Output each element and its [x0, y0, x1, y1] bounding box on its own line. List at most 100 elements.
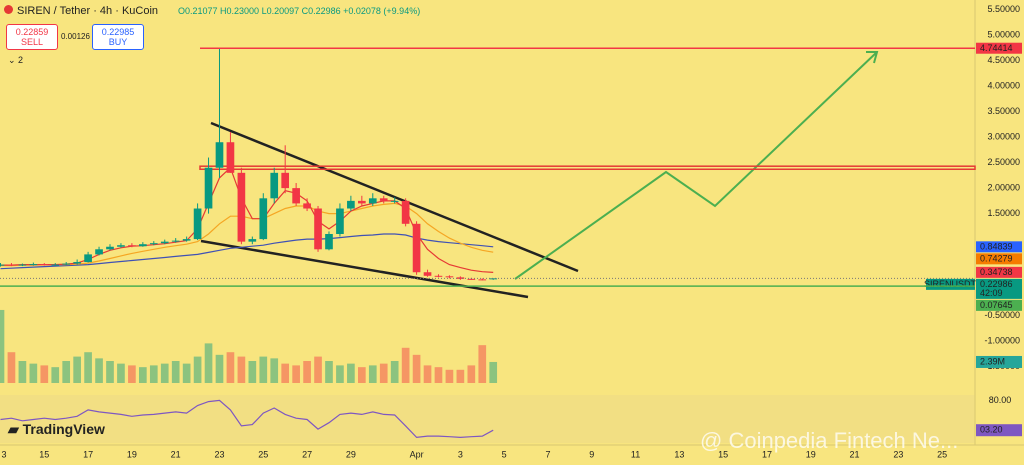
resistance-zone	[199, 165, 976, 171]
x-tick-label: 9	[589, 449, 594, 459]
rsi-tag-label: 03.20	[980, 425, 1003, 435]
volume-bar	[336, 365, 344, 383]
indicators-count: 2	[18, 55, 24, 65]
sell-price: 0.22859	[15, 27, 49, 37]
x-tick-label: 3	[1, 449, 6, 459]
volume-bar	[215, 354, 224, 383]
symbol-title: SIREN / Tether · 4h · KuCoin	[17, 5, 159, 17]
volume-bar	[489, 361, 498, 383]
volume-bar	[226, 352, 235, 383]
candle-body	[379, 198, 388, 201]
candle-body	[336, 208, 344, 234]
price-tag-label: 0.07645	[980, 300, 1013, 310]
volume-bar	[270, 358, 279, 383]
candle-body	[226, 142, 235, 173]
x-tick-label: 15	[39, 449, 49, 459]
tv-logo: ▰ TradingView	[8, 421, 105, 437]
candle-body	[117, 245, 125, 247]
buy-label: BUY	[108, 37, 128, 47]
candle-body	[29, 264, 38, 266]
candle-body	[95, 249, 103, 255]
x-tick-label: 21	[850, 449, 860, 459]
buy-button[interactable]: 0.22985 BUY	[92, 24, 144, 50]
candle-body	[303, 203, 311, 209]
volume-bar	[390, 361, 399, 383]
symbol-icon	[4, 4, 13, 15]
projection-path	[514, 51, 878, 280]
price-tag-label: 0.74279	[980, 254, 1013, 264]
candle-body	[182, 239, 191, 241]
price-tag-label: 4.74414	[980, 43, 1013, 53]
volume-bar	[171, 361, 180, 383]
price-tag	[976, 299, 1022, 311]
volume-bar	[412, 354, 421, 383]
volume-bar	[303, 361, 311, 383]
rsi-tag	[976, 424, 1022, 437]
rsi-band	[0, 395, 975, 443]
candle-body	[325, 234, 333, 250]
candle-body	[73, 262, 81, 264]
x-tick-label: 21	[171, 449, 181, 459]
x-tick-label: 25	[937, 449, 947, 459]
moving-average	[0, 233, 494, 270]
candle-body	[193, 208, 202, 240]
candle-body	[18, 264, 27, 266]
candle-body	[412, 223, 421, 273]
x-tick-label: 29	[346, 449, 356, 459]
volume-bar	[423, 365, 432, 383]
moving-average	[0, 202, 494, 267]
x-tick-label: 19	[127, 449, 137, 459]
x-tick-label: 7	[545, 449, 550, 459]
candle-body	[270, 172, 279, 199]
candle-body	[40, 264, 49, 266]
candle-body	[149, 243, 158, 245]
candle-body	[434, 275, 443, 277]
x-tick-label: Apr	[410, 449, 424, 459]
volume-bar	[357, 367, 366, 383]
y-tick-label: 5.50000	[987, 4, 1020, 14]
candle-body	[237, 172, 246, 242]
volume-bar	[347, 363, 355, 383]
candle-body	[445, 276, 454, 278]
trendline-upper	[210, 121, 579, 273]
candle-body	[390, 200, 399, 202]
y-tick-label: 5.00000	[987, 30, 1020, 40]
candle-body	[248, 239, 257, 242]
volume-bar	[40, 365, 49, 383]
volume-bar	[456, 369, 465, 383]
sell-label: SELL	[20, 37, 44, 47]
y-tick-label: 2.00000	[987, 182, 1020, 192]
x-tick-label: 15	[718, 449, 728, 459]
volume-bar	[259, 356, 268, 383]
x-tick-label: 3	[458, 449, 463, 459]
candle-body	[314, 208, 322, 250]
projection-arrowhead	[866, 51, 879, 64]
volume-tag	[976, 355, 1022, 368]
indicators-toggle[interactable]: ⌄ 2	[8, 55, 24, 65]
candle-body	[259, 198, 268, 240]
sell-button[interactable]: 0.22859 SELL	[6, 24, 58, 50]
price-tag	[976, 278, 1022, 299]
price-tag	[976, 241, 1022, 253]
y-tick-label: -0.50000	[984, 310, 1020, 320]
volume-bar	[401, 347, 410, 383]
buy-price: 0.22985	[101, 27, 135, 37]
candle-body	[0, 264, 5, 266]
volume-bar	[95, 358, 103, 383]
symbol-tag-label: SIRENUSDT	[924, 279, 977, 289]
volume-bar	[292, 365, 300, 383]
volume-bar	[281, 363, 290, 383]
volume-bar	[314, 356, 322, 383]
y-tick-label: 4.50000	[987, 55, 1020, 65]
candle-body	[204, 167, 213, 209]
volume-bar	[84, 352, 92, 383]
price-tag-countdown: 42:09	[980, 288, 1003, 298]
volume-bar	[379, 363, 388, 383]
candle-body	[478, 279, 487, 281]
price-tag	[976, 253, 1022, 265]
rsi-tick-label: 80.00	[989, 395, 1012, 405]
candle-body	[292, 188, 300, 204]
y-tick-label: 2.50000	[987, 157, 1020, 167]
logo-text: TradingView	[22, 421, 105, 437]
